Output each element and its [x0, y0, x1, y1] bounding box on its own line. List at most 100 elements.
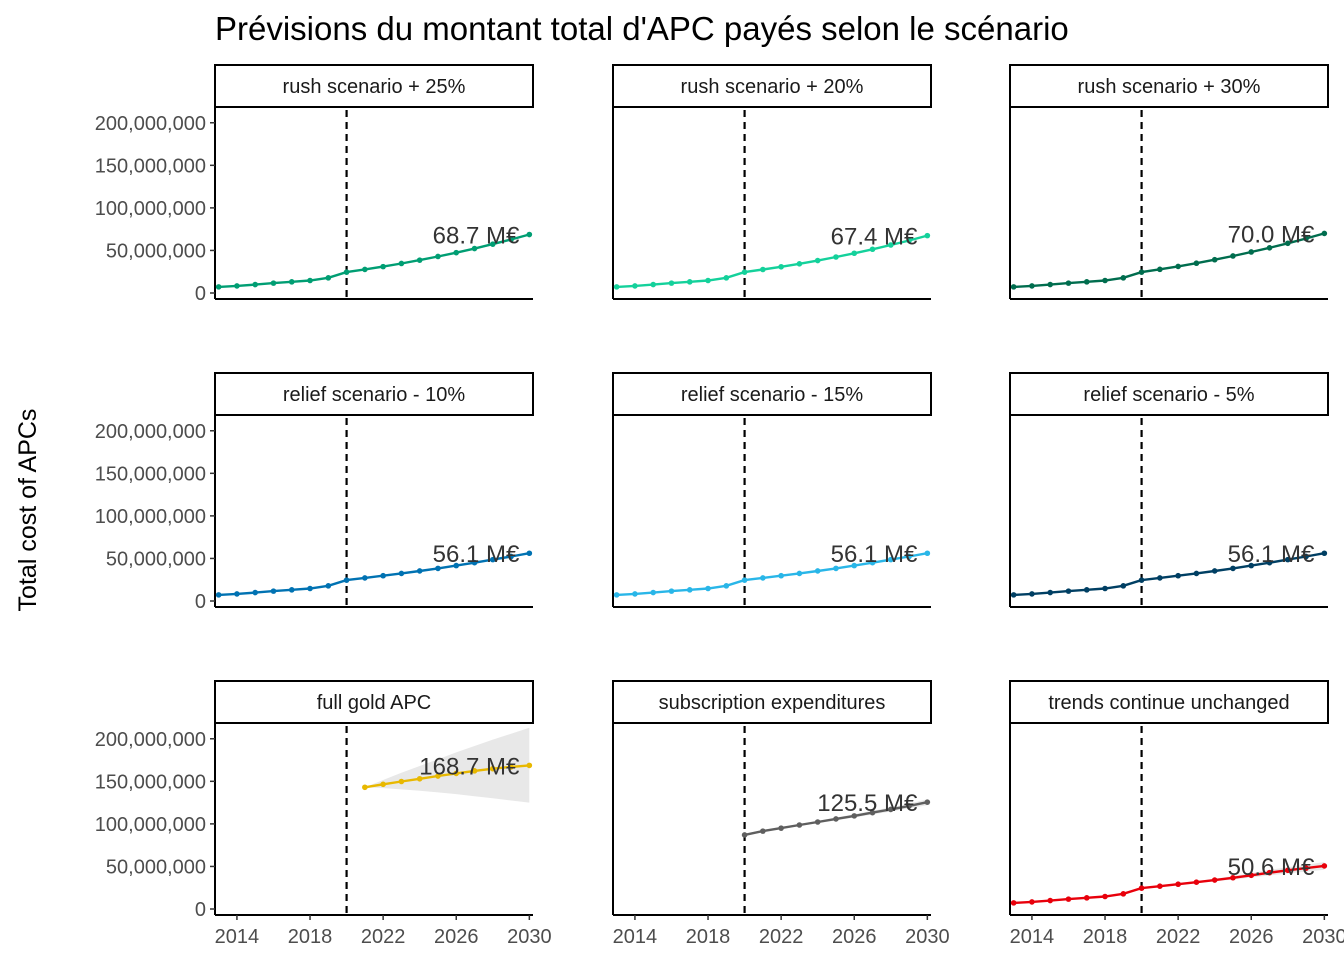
data-point: [778, 263, 784, 270]
data-point: [471, 245, 478, 252]
facet-strip-label: full gold APC: [317, 692, 432, 714]
facet-panel: full gold APC 0 50,000,000 100,000,000 150,0…: [95, 680, 552, 948]
data-point: [1120, 583, 1127, 589]
x-tick-label: 2014: [215, 926, 260, 948]
data-point: [1284, 867, 1291, 874]
data-point: [453, 770, 460, 777]
facet-strip: [612, 680, 932, 724]
data-point: [526, 550, 533, 557]
data-point: [1029, 283, 1035, 289]
data-point: [796, 570, 803, 577]
data-point: [1010, 900, 1017, 906]
data-point: [1138, 577, 1145, 583]
data-point: [814, 568, 821, 574]
series-line: [218, 233, 530, 289]
data-point: [435, 253, 441, 260]
data-point: [362, 266, 368, 273]
data-point: [1211, 256, 1218, 263]
data-point: [215, 284, 222, 290]
y-tick-label: 0: [195, 591, 206, 613]
x-tick-label: 2022: [361, 926, 406, 948]
facet-strip-label: trends continue unchanged: [1048, 692, 1289, 714]
data-point: [1138, 269, 1145, 275]
data-point: [380, 781, 386, 788]
data-point: [1211, 568, 1218, 574]
data-point: [1138, 885, 1145, 891]
data-point: [1157, 883, 1163, 889]
data-point: [1120, 275, 1127, 281]
data-point: [741, 269, 748, 275]
facet-strip-label: relief scenario - 15%: [681, 384, 864, 406]
y-tick-label: 0: [195, 899, 206, 921]
data-point: [613, 592, 620, 598]
facet-strip: [214, 64, 534, 108]
x-tick-label: 2026: [434, 926, 479, 948]
x-tick-label: 2018: [686, 926, 731, 948]
data-point: [760, 828, 766, 834]
data-point: [1248, 249, 1255, 255]
data-point: [398, 260, 405, 267]
data-point: [1102, 277, 1108, 284]
data-point: [307, 277, 313, 284]
x-tick-label: 2014: [613, 926, 658, 948]
data-point: [924, 232, 931, 239]
data-point: [526, 231, 533, 238]
data-point: [906, 553, 912, 560]
series-line: [218, 552, 530, 597]
data-point: [796, 822, 803, 828]
facet-panel: rush scenario + 20% 67.4 M€: [612, 64, 932, 301]
data-point: [1303, 235, 1309, 242]
facet-strip: [214, 680, 534, 724]
y-tick-label: 150,000,000: [95, 155, 206, 177]
data-point: [380, 572, 386, 579]
value-label: 67.4 M€: [831, 224, 918, 251]
facet-panel: relief scenario - 5% 56.1 M€: [1009, 372, 1329, 609]
facet-panel: trends continue unchanged 2014 2018 2022 202…: [1009, 680, 1344, 948]
data-point: [851, 250, 858, 257]
data-point: [1029, 899, 1035, 905]
data-point: [343, 577, 350, 583]
data-point: [489, 765, 496, 772]
data-point: [416, 257, 423, 263]
data-point: [270, 588, 277, 594]
y-tick-label: 200,000,000: [95, 113, 206, 135]
data-point: [453, 249, 460, 256]
facet-strip-label: subscription expenditures: [659, 692, 886, 714]
data-point: [416, 775, 423, 782]
data-point: [215, 592, 222, 598]
data-point: [1157, 266, 1163, 273]
data-point: [741, 577, 748, 583]
data-point: [887, 556, 894, 563]
data-point: [1193, 570, 1200, 577]
data-point: [508, 236, 514, 243]
data-point: [778, 825, 784, 831]
data-point: [906, 237, 912, 244]
data-point: [760, 575, 766, 581]
data-point: [234, 591, 240, 597]
data-point: [1083, 895, 1090, 901]
data-point: [526, 762, 533, 769]
y-tick-label: 200,000,000: [95, 729, 206, 751]
facet-strip: [612, 64, 932, 108]
data-point: [814, 819, 821, 825]
x-tick-label: 2022: [759, 926, 804, 948]
data-point: [741, 832, 748, 838]
data-point: [1284, 556, 1291, 563]
data-point: [723, 275, 730, 281]
data-point: [796, 261, 803, 267]
facet-panel: rush scenario + 30% 70.0 M€: [1009, 64, 1329, 301]
data-point: [851, 813, 858, 819]
data-point: [288, 279, 295, 285]
data-point: [416, 568, 423, 574]
series-line: [616, 552, 928, 597]
data-point: [1175, 572, 1181, 579]
data-point: [453, 562, 460, 569]
data-point: [1120, 891, 1127, 897]
data-point: [252, 589, 259, 596]
facet-strip: [612, 372, 932, 416]
confidence-band: [1141, 862, 1325, 889]
value-label: 168.7 M€: [419, 753, 520, 780]
data-point: [1175, 263, 1181, 270]
data-point: [380, 263, 386, 270]
y-tick-label: 150,000,000: [95, 771, 206, 793]
